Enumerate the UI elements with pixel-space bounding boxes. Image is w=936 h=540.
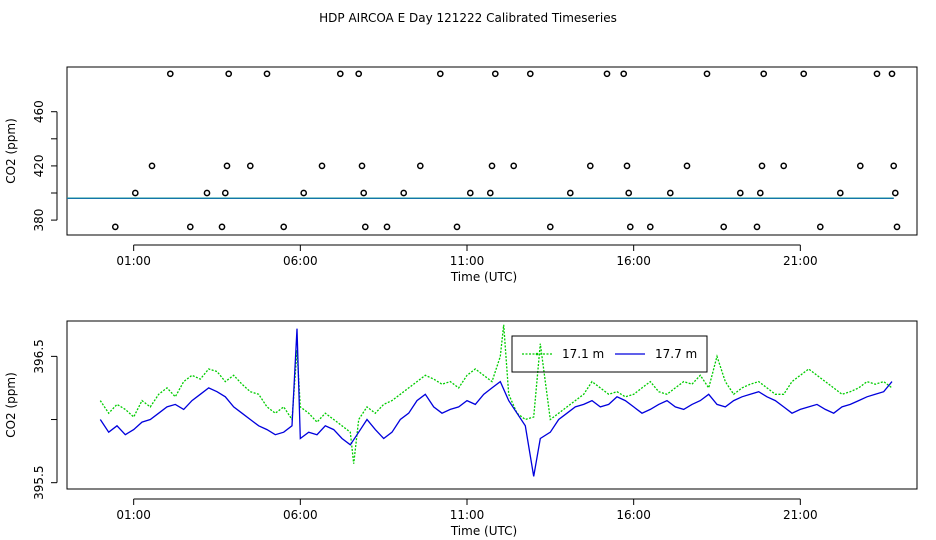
top-x-tick-label: 11:00: [450, 254, 485, 268]
scatter-point: [836, 189, 844, 197]
scatter-point: [760, 70, 768, 78]
scatter-point: [888, 70, 896, 78]
top-panel: 01:00 06:00 11:00 16:00 21:00 380 420 460 Time…: [4, 66, 918, 284]
bottom-x-tick-label: 16:00: [616, 508, 651, 522]
top-y-tick-label: 380: [32, 209, 46, 232]
legend-label-17-7m: 17.7 m: [655, 347, 697, 361]
scatter-point: [566, 189, 574, 197]
scatter-point: [358, 162, 366, 170]
legend: 17.1 m 17.7 m: [511, 335, 708, 373]
bottom-x-tick-label: 21:00: [783, 508, 818, 522]
bottom-y-tick-label: 396.5: [32, 339, 46, 373]
scatter-point: [336, 70, 344, 78]
scatter-point: [486, 189, 494, 197]
top-y-tick-label: 420: [32, 154, 46, 177]
scatter-point: [891, 189, 899, 197]
scatter-point: [453, 223, 461, 231]
bottom-plot-frame: [66, 320, 918, 490]
legend-label-17-1m: 17.1 m: [562, 347, 604, 361]
scatter-point: [280, 223, 288, 231]
scatter-point: [148, 162, 156, 170]
top-y-axis: 380 420 460: [32, 100, 58, 232]
scatter-point: [720, 223, 728, 231]
scatter-point: [703, 70, 711, 78]
top-x-axis-title: Time (UTC): [450, 270, 517, 284]
scatter-point: [203, 189, 211, 197]
scatter-point: [383, 223, 391, 231]
bottom-x-tick-label: 01:00: [116, 508, 151, 522]
scatter-point: [491, 70, 499, 78]
scatter-point: [466, 189, 474, 197]
top-scatter-points: [111, 70, 901, 231]
top-x-tick-label: 21:00: [783, 254, 818, 268]
scatter-point: [221, 189, 229, 197]
scatter-point: [800, 70, 808, 78]
scatter-point: [758, 162, 766, 170]
top-plot-frame: [66, 66, 918, 236]
scatter-point: [753, 223, 761, 231]
scatter-point: [263, 70, 271, 78]
scatter-point: [186, 223, 194, 231]
bottom-y-axis-title: CO2 (ppm): [4, 372, 18, 438]
scatter-point: [893, 223, 901, 231]
scatter-point: [620, 70, 628, 78]
top-x-tick-label: 06:00: [283, 254, 318, 268]
bottom-x-axis: 01:00 06:00 11:00 16:00 21:00: [116, 498, 818, 522]
scatter-point: [218, 223, 226, 231]
scatter-point: [400, 189, 408, 197]
scatter-point: [223, 162, 231, 170]
scatter-point: [416, 162, 424, 170]
scatter-point: [625, 189, 633, 197]
scatter-point: [318, 162, 326, 170]
scatter-point: [623, 162, 631, 170]
bottom-series-line-17-7-m: [99, 328, 893, 477]
scatter-point: [526, 70, 534, 78]
scatter-point: [361, 223, 369, 231]
scatter-point: [300, 189, 308, 197]
bottom-series-group: [99, 324, 893, 477]
scatter-point: [603, 70, 611, 78]
top-x-tick-label: 01:00: [116, 254, 151, 268]
scatter-point: [626, 223, 634, 231]
bottom-x-axis-title: Time (UTC): [450, 524, 517, 538]
top-y-tick-label: 460: [32, 100, 46, 123]
scatter-point: [360, 189, 368, 197]
scatter-point: [586, 162, 594, 170]
scatter-point: [646, 223, 654, 231]
top-x-tick-label: 16:00: [616, 254, 651, 268]
scatter-point: [510, 162, 518, 170]
legend-box: [511, 335, 708, 373]
scatter-point: [736, 189, 744, 197]
scatter-point: [111, 223, 119, 231]
scatter-point: [488, 162, 496, 170]
scatter-point: [666, 189, 674, 197]
legend-swatch-dot: [535, 352, 539, 356]
scatter-point: [246, 162, 254, 170]
bottom-x-tick-label: 11:00: [450, 508, 485, 522]
scatter-point: [436, 70, 444, 78]
top-x-axis: 01:00 06:00 11:00 16:00 21:00: [116, 244, 818, 268]
scatter-point: [816, 223, 824, 231]
scatter-point: [546, 223, 554, 231]
scatter-point: [856, 162, 864, 170]
scatter-point: [780, 162, 788, 170]
scatter-point: [890, 162, 898, 170]
scatter-point: [355, 70, 363, 78]
scatter-point: [131, 189, 139, 197]
bottom-panel: 01:00 06:00 11:00 16:00 21:00 395.5 396.5 Tim…: [4, 320, 918, 538]
bottom-y-axis: 395.5 396.5: [32, 339, 58, 500]
scatter-point: [225, 70, 233, 78]
scatter-point: [873, 70, 881, 78]
scatter-point: [756, 189, 764, 197]
bottom-series-line-17-1-m: [99, 324, 893, 464]
top-y-axis-title: CO2 (ppm): [4, 118, 18, 184]
bottom-x-tick-label: 06:00: [283, 508, 318, 522]
bottom-y-tick-label: 395.5: [32, 466, 46, 500]
chart-title: HDP AIRCOA E Day 121222 Calibrated Times…: [319, 11, 617, 25]
scatter-point: [166, 70, 174, 78]
scatter-point: [683, 162, 691, 170]
